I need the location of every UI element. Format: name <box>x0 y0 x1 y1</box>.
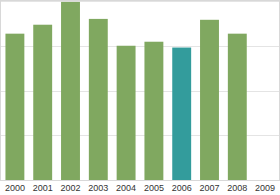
bar <box>61 2 80 180</box>
x-tick-label: 2008 <box>227 183 247 193</box>
x-tick-label: 2009 <box>255 183 275 193</box>
bar <box>144 42 163 180</box>
bar <box>228 34 247 180</box>
x-tick-label: 2004 <box>116 183 136 193</box>
bar <box>33 25 52 180</box>
bar <box>5 34 24 180</box>
bar <box>117 46 136 180</box>
bar <box>172 48 191 180</box>
bar <box>200 20 219 180</box>
x-tick-label: 2006 <box>172 183 192 193</box>
bar <box>89 19 108 180</box>
x-tick-label: 2000 <box>5 183 25 193</box>
plot-frame <box>1 1 280 181</box>
grid-line <box>1 1 279 2</box>
x-tick-label: 2005 <box>144 183 164 193</box>
x-tick-label: 2002 <box>60 183 80 193</box>
bars <box>5 2 246 180</box>
x-tick-label: 2007 <box>199 183 219 193</box>
x-tick-label: 2003 <box>88 183 108 193</box>
chart-svg: 2000 2001 2002 2003 2004 2005 2006 2007 2008 2009 <box>0 0 280 195</box>
chart: 2000 2001 2002 2003 2004 2005 2006 2007 2008 2009 <box>0 0 280 195</box>
x-tick-label: 2001 <box>33 183 53 193</box>
